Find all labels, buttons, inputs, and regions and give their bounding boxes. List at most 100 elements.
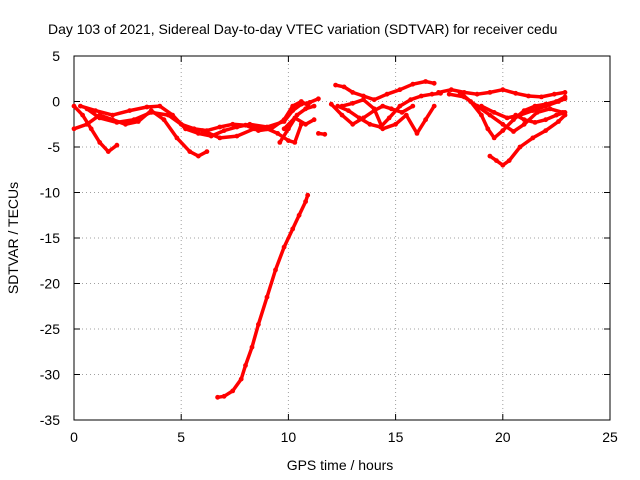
data-point <box>127 108 133 113</box>
data-point <box>474 91 480 97</box>
data-point <box>393 121 398 127</box>
data-point <box>436 90 441 95</box>
data-point <box>123 121 128 127</box>
data-point <box>292 115 298 121</box>
data-point <box>397 87 403 93</box>
x-tick-label: 10 <box>281 429 297 445</box>
data-point <box>296 212 302 218</box>
data-point <box>487 153 493 159</box>
data-point <box>556 99 561 104</box>
data-point <box>78 103 83 109</box>
data-point <box>256 322 261 327</box>
data-point <box>292 140 298 145</box>
data-point <box>418 93 424 99</box>
data-point <box>303 199 308 205</box>
data-point <box>168 112 173 118</box>
x-tick-label: 20 <box>495 429 511 445</box>
data-point <box>311 117 317 123</box>
data-point <box>431 80 437 86</box>
data-point <box>554 112 559 118</box>
data-point <box>539 94 544 100</box>
data-point <box>148 110 154 115</box>
data-point <box>350 121 356 127</box>
data-point <box>311 103 317 109</box>
data-point <box>341 84 347 90</box>
data-point <box>551 91 557 97</box>
data-point <box>532 120 538 125</box>
data-point <box>371 97 377 103</box>
data-point <box>221 393 227 399</box>
series-track-4 <box>85 99 310 133</box>
data-point <box>513 112 519 118</box>
data-point <box>526 93 531 99</box>
y-tick-label: -25 <box>40 321 60 337</box>
data-point <box>328 101 334 107</box>
data-point <box>135 119 141 124</box>
data-point <box>457 90 463 95</box>
data-point <box>281 244 287 250</box>
data-point <box>532 103 538 109</box>
data-point <box>530 108 536 113</box>
data-point <box>556 119 561 124</box>
data-point <box>487 90 493 95</box>
data-point <box>286 138 291 144</box>
data-point <box>71 126 77 132</box>
y-tick-label: -10 <box>40 185 60 201</box>
data-point <box>144 104 150 110</box>
data-point <box>408 97 413 103</box>
data-point <box>161 117 167 123</box>
data-point <box>335 103 341 109</box>
data-point <box>543 128 549 134</box>
data-point <box>97 140 103 145</box>
data-point <box>346 108 351 113</box>
data-point <box>333 82 338 88</box>
data-point <box>93 108 98 113</box>
data-point <box>105 149 111 155</box>
data-point <box>183 124 188 130</box>
series-track-9 <box>215 193 310 400</box>
data-point <box>429 91 435 97</box>
data-point <box>273 267 278 273</box>
data-point <box>517 144 523 150</box>
data-point <box>384 91 390 97</box>
data-point <box>174 135 180 141</box>
data-point <box>562 110 568 115</box>
data-point <box>410 103 416 109</box>
x-tick-label: 0 <box>70 429 78 445</box>
data-point <box>500 121 506 127</box>
data-point <box>361 97 366 103</box>
data-point <box>234 133 240 139</box>
chart-title: Day 103 of 2021, Sidereal Day-to-day VTE… <box>48 21 557 37</box>
data-point <box>423 79 428 84</box>
y-tick-label: 5 <box>52 48 60 64</box>
data-point <box>305 192 311 198</box>
data-point <box>367 121 373 127</box>
data-point <box>562 90 568 95</box>
data-point <box>562 96 568 102</box>
data-point <box>403 112 409 118</box>
data-point <box>361 93 366 99</box>
data-point <box>414 131 420 136</box>
data-point <box>350 90 356 95</box>
data-point <box>217 124 223 130</box>
data-point <box>397 103 403 109</box>
data-point <box>543 117 549 123</box>
axis-ticks: 0 5 10 15 20 25 5 0 -5 -10 -15 -20 -25 -30 -35 <box>40 48 618 445</box>
data-point <box>513 90 519 96</box>
data-point <box>356 115 362 121</box>
data-point <box>380 126 386 132</box>
data-point <box>410 81 416 87</box>
data-point <box>547 106 553 112</box>
data-point <box>243 363 248 368</box>
data-point <box>249 344 255 350</box>
data-point <box>380 103 386 109</box>
data-point <box>230 388 236 394</box>
data-point <box>521 117 527 123</box>
data-point <box>243 122 248 128</box>
plot-area <box>71 79 568 400</box>
data-point <box>448 87 454 93</box>
y-tick-label: -30 <box>40 367 60 383</box>
data-point <box>494 158 499 164</box>
data-point <box>281 126 287 132</box>
